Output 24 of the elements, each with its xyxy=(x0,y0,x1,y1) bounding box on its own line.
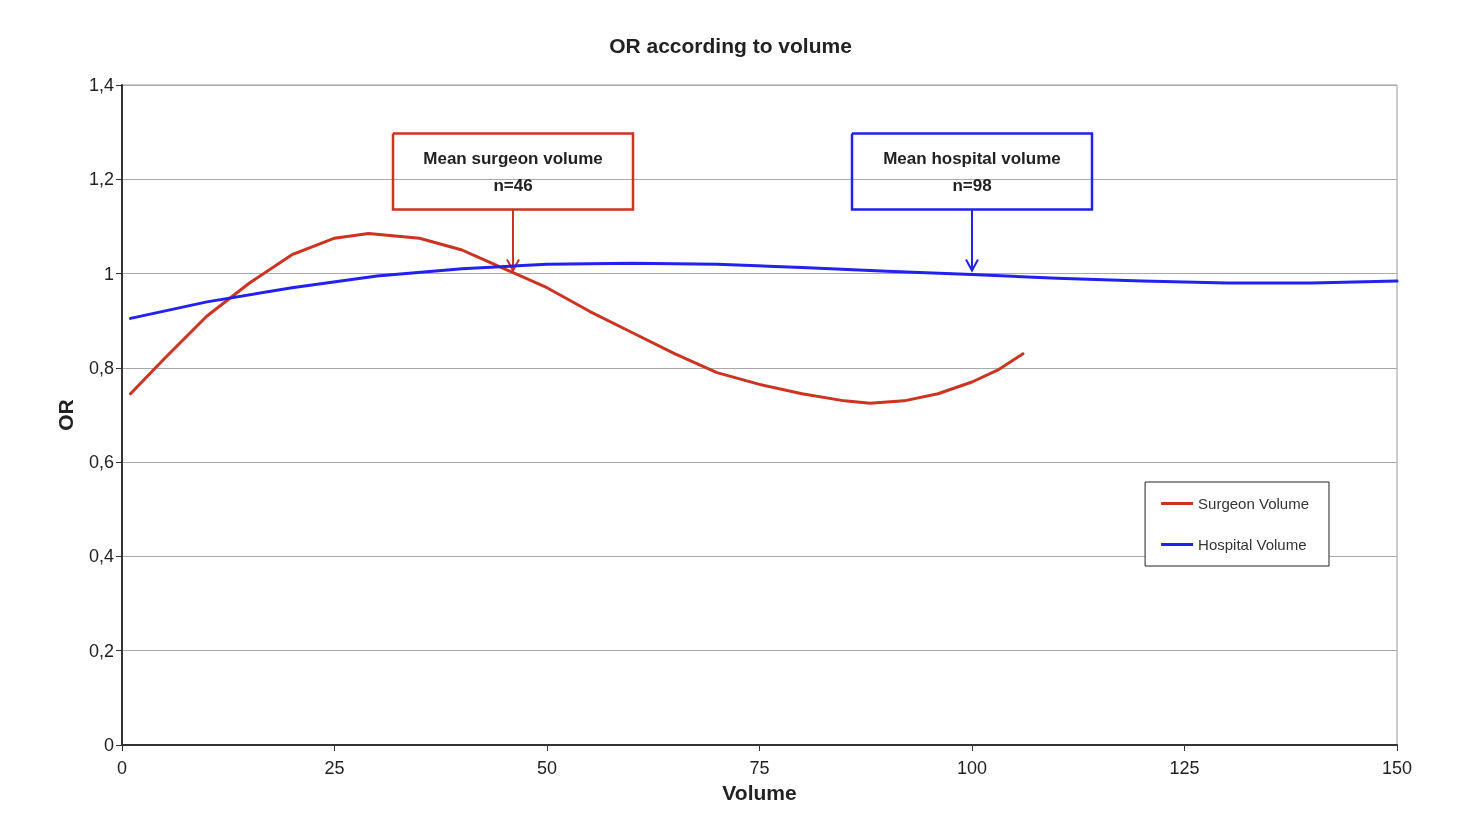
x-tick-label: 150 xyxy=(1381,758,1413,778)
annotation: Mean hospital volume n=98 xyxy=(883,148,1061,195)
y-tick-label: 0,8 xyxy=(88,357,114,378)
y-tick-label: 0,4 xyxy=(88,546,114,567)
y-tick-label: 1 xyxy=(103,263,114,284)
legend-label: Hospital Volume xyxy=(1198,536,1307,553)
y-tick-label: 0 xyxy=(103,735,114,755)
y-tick-label: 0,2 xyxy=(88,640,114,661)
x-tick-label: 0 xyxy=(116,758,128,778)
y-tick-label: 1,4 xyxy=(88,75,114,95)
x-tick-label: 25 xyxy=(324,758,345,778)
line-series xyxy=(129,232,1025,405)
line-series xyxy=(129,261,1399,320)
x-tick-label: 50 xyxy=(536,758,558,778)
y-axis-title: OR xyxy=(54,399,77,431)
x-axis-title: Volume xyxy=(722,780,797,804)
chart-title: OR according to volume xyxy=(609,34,852,57)
y-tick-label: 1,2 xyxy=(88,169,114,190)
x-tick-label: 125 xyxy=(1169,758,1200,778)
x-tick-label: 100 xyxy=(956,758,988,778)
legend-label: Surgeon Volume xyxy=(1198,495,1310,512)
annotation: Mean surgeon volume n=46 xyxy=(423,148,603,195)
y-tick-label: 0,6 xyxy=(88,452,114,473)
x-tick-label: 75 xyxy=(749,758,770,778)
